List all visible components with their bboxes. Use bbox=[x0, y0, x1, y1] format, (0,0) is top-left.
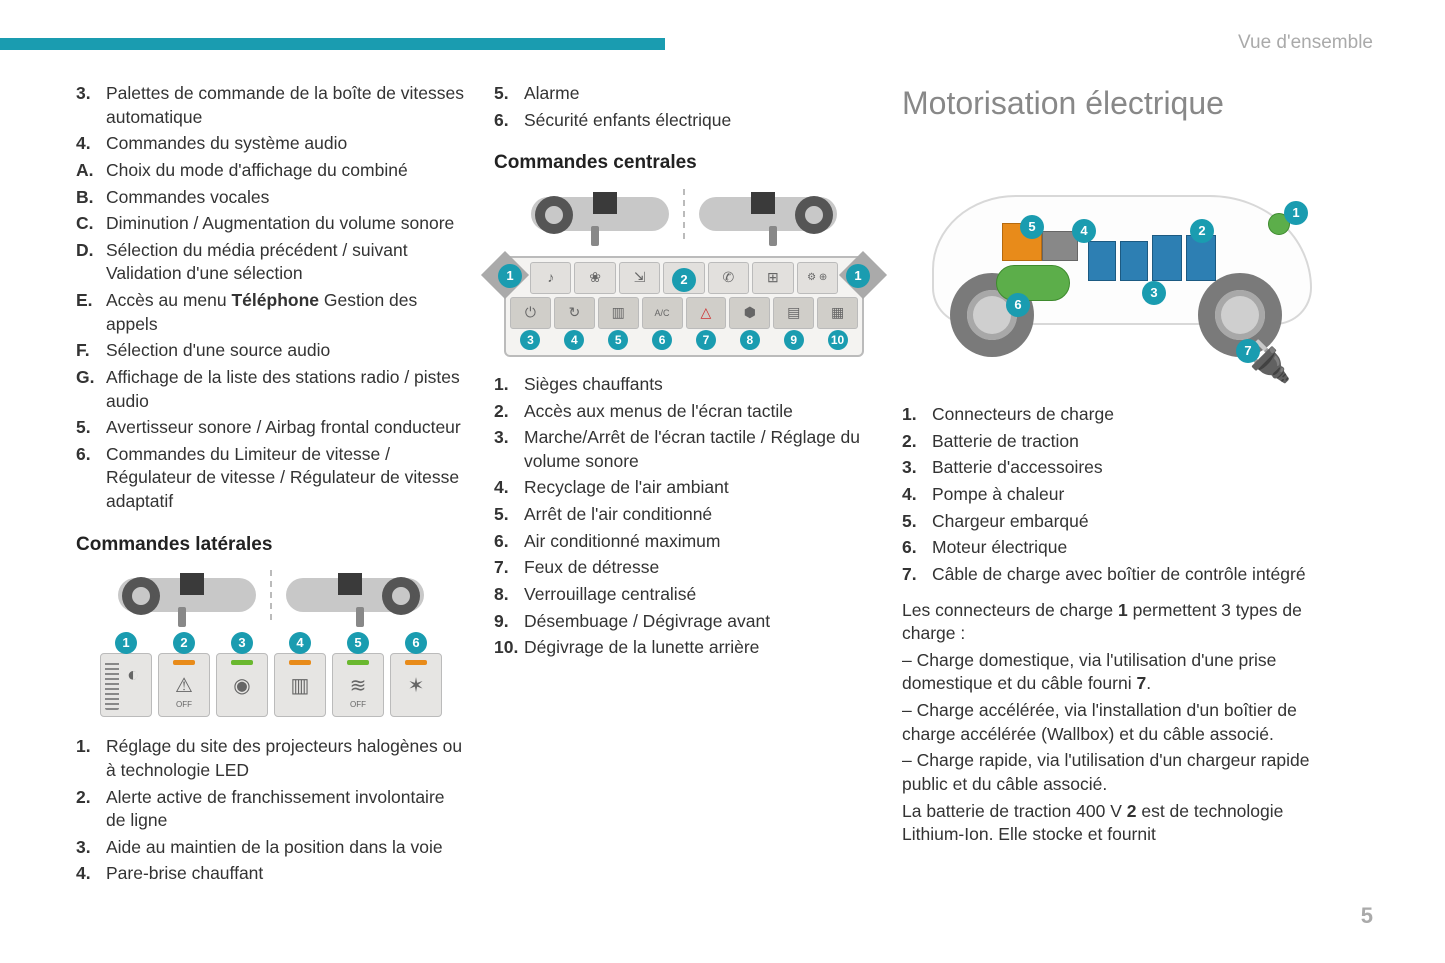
lat-btn-3: 3◉ bbox=[216, 653, 268, 717]
list-item: 6.Commandes du Limiteur de vitesse / Rég… bbox=[76, 443, 466, 514]
page-number: 5 bbox=[1361, 903, 1373, 929]
lateral-list: 1.Réglage du site des projecteurs halogè… bbox=[76, 735, 466, 886]
ev-figure: 🔌 1 2 3 4 5 6 7 bbox=[912, 165, 1332, 385]
callout-1r: 1 bbox=[846, 264, 870, 288]
lat-btn-5: 5≋OFF bbox=[332, 653, 384, 717]
lateral-figure: 1◐ 2⚠OFF 3◉ 4▥ 5≋OFF 6✶ bbox=[76, 567, 466, 717]
c-key-9: ▤9 bbox=[773, 297, 814, 329]
dash-left bbox=[116, 567, 258, 623]
list-item: 6.Air conditionné maximum bbox=[494, 530, 874, 554]
list-item: 2.Batterie de traction bbox=[902, 430, 1342, 454]
list-item: 6.Sécurité enfants électrique bbox=[494, 109, 874, 133]
intro-list: 3.Palettes de commande de la boîte de vi… bbox=[76, 82, 466, 514]
dash-right bbox=[284, 567, 426, 623]
ev-callout-4: 4 bbox=[1072, 219, 1096, 243]
ev-title: Motorisation électrique bbox=[902, 82, 1342, 125]
dash-left-2 bbox=[529, 186, 671, 242]
list-item: 4.Recyclage de l'air ambiant bbox=[494, 476, 874, 500]
c-key: ✆ bbox=[708, 262, 749, 294]
divider bbox=[683, 189, 685, 239]
c-key: ⚙ ⊕ bbox=[797, 262, 838, 294]
c-key-4: ↻4 bbox=[554, 297, 595, 329]
list-item: G.Affichage de la liste des stations rad… bbox=[76, 366, 466, 413]
list-item: 5.Alarme bbox=[494, 82, 874, 106]
accent-bar bbox=[0, 38, 665, 50]
list-item: 4.Pompe à chaleur bbox=[902, 483, 1342, 507]
list-item: 1.Réglage du site des projecteurs halogè… bbox=[76, 735, 466, 782]
list-item: 6.Moteur électrique bbox=[902, 536, 1342, 560]
c-key: ♪ bbox=[530, 262, 571, 294]
page-columns: 3.Palettes de commande de la boîte de vi… bbox=[76, 82, 1376, 889]
column-1: 3.Palettes de commande de la boîte de vi… bbox=[76, 82, 466, 889]
list-item: 7.Câble de charge avec boîtier de contrô… bbox=[902, 563, 1342, 587]
column-3: Motorisation électrique 🔌 1 2 3 4 5 6 7 … bbox=[902, 82, 1342, 889]
callout-2: 2 bbox=[672, 268, 696, 292]
list-item: 3.Palettes de commande de la boîte de vi… bbox=[76, 82, 466, 129]
battery-block bbox=[1152, 235, 1182, 281]
list-item: 8.Verrouillage centralisé bbox=[494, 583, 874, 607]
ev-list: 1.Connecteurs de charge 2.Batterie de tr… bbox=[902, 403, 1342, 586]
list-item: E.Accès au menu Téléphone Gestion des ap… bbox=[76, 289, 466, 336]
list-item: 5.Arrêt de l'air conditionné bbox=[494, 503, 874, 527]
ev-callout-1: 1 bbox=[1284, 201, 1308, 225]
central-list: 1.Sièges chauffants 2.Accès aux menus de… bbox=[494, 373, 874, 660]
ev-callout-2: 2 bbox=[1190, 219, 1214, 243]
ev-callout-3: 3 bbox=[1142, 281, 1166, 305]
list-item: 1.Sièges chauffants bbox=[494, 373, 874, 397]
list-item: C.Diminution / Augmentation du volume so… bbox=[76, 212, 466, 236]
c-key: ⇲ bbox=[619, 262, 660, 294]
ev-callout-5: 5 bbox=[1020, 215, 1044, 239]
battery-block bbox=[1088, 241, 1116, 281]
list-item: 3.Marche/Arrêt de l'écran tactile / Régl… bbox=[494, 426, 874, 473]
lat-btn-4: 4▥ bbox=[274, 653, 326, 717]
list-item: 3.Batterie d'accessoires bbox=[902, 456, 1342, 480]
lat-btn-1: 1◐ bbox=[100, 653, 152, 717]
divider bbox=[270, 570, 272, 620]
list-item: B.Commandes vocales bbox=[76, 186, 466, 210]
list-item: 4.Pare-brise chauffant bbox=[76, 862, 466, 886]
battery-block bbox=[1120, 241, 1148, 281]
list-item: 5.Chargeur embarqué bbox=[902, 510, 1342, 534]
c-key-8: ⬢8 bbox=[729, 297, 770, 329]
list-item: 5.Avertisseur sonore / Airbag frontal co… bbox=[76, 416, 466, 440]
lat-btn-2: 2⚠OFF bbox=[158, 653, 210, 717]
list-item: 9.Désembuage / Dégivrage avant bbox=[494, 610, 874, 634]
c-key-5: ▥5 bbox=[598, 297, 639, 329]
c-key: ❀ bbox=[574, 262, 615, 294]
ev-callout-7: 7 bbox=[1236, 339, 1260, 363]
lat-btn-6: 6✶ bbox=[390, 653, 442, 717]
list-item: 2.Alerte active de franchissement involo… bbox=[76, 786, 466, 833]
c-key-3: ⏻3 bbox=[510, 297, 551, 329]
c-key-10: ▦10 bbox=[817, 297, 858, 329]
c-key: ⊞ bbox=[752, 262, 793, 294]
list-item: A.Choix du mode d'affichage du combiné bbox=[76, 159, 466, 183]
list-item: F.Sélection d'une source audio bbox=[76, 339, 466, 363]
list-item: 2.Accès aux menus de l'écran tactile bbox=[494, 400, 874, 424]
list-item: 3.Aide au maintien de la position dans l… bbox=[76, 836, 466, 860]
callout-1l: 1 bbox=[498, 264, 522, 288]
central-heading: Commandes centrales bbox=[494, 150, 874, 176]
electric-motor bbox=[996, 265, 1070, 301]
continued-list: 5.Alarme 6.Sécurité enfants électrique bbox=[494, 82, 874, 132]
column-2: 5.Alarme 6.Sécurité enfants électrique C… bbox=[494, 82, 874, 889]
header-label: Vue d'ensemble bbox=[1238, 32, 1373, 54]
dash-right-2 bbox=[697, 186, 839, 242]
list-item: 7.Feux de détresse bbox=[494, 556, 874, 580]
lateral-heading: Commandes latérales bbox=[76, 532, 466, 558]
c-key-7: △7 bbox=[686, 297, 727, 329]
central-figure: 1 1 2 ♪ ❀ ⇲ ⌂ ✆ ⊞ ⚙ ⊕ ⏻3 ↻4 bbox=[494, 186, 874, 357]
c-key-6: A/C6 bbox=[642, 297, 683, 329]
ev-callout-6: 6 bbox=[1006, 293, 1030, 317]
list-item: 4.Commandes du système audio bbox=[76, 132, 466, 156]
list-item: 10.Dégivrage de la lunette arrière bbox=[494, 636, 874, 660]
ev-paragraph: Les connecteurs de charge 1 permettent 3… bbox=[902, 599, 1342, 847]
list-item: D.Sélection du média précédent / suivant… bbox=[76, 239, 466, 286]
list-item: 1.Connecteurs de charge bbox=[902, 403, 1342, 427]
